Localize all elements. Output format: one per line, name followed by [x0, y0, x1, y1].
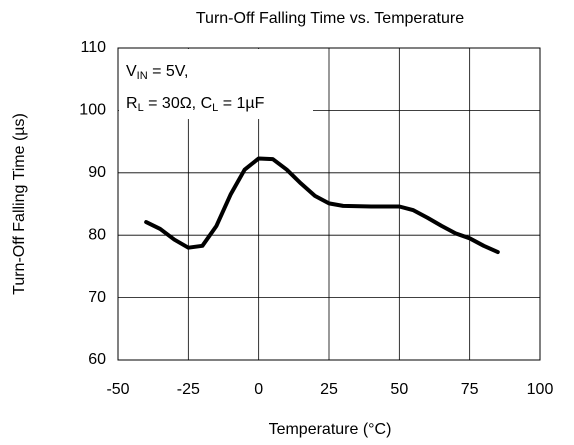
- annotation-text: = 30Ω, C: [144, 95, 212, 112]
- annotation-text: = 5V,: [148, 63, 189, 80]
- annotation-text: V: [126, 63, 137, 80]
- y-tick-label: 110: [80, 39, 106, 56]
- y-axis-label: Turn-Off Falling Time (µs): [11, 113, 28, 295]
- annotation-subscript: L: [138, 102, 144, 114]
- x-tick-label: 100: [527, 381, 554, 398]
- x-tick-label: 50: [390, 381, 408, 398]
- x-tick-label: 75: [461, 381, 479, 398]
- annotation-box: [119, 49, 313, 119]
- annotation-subscript: L: [212, 102, 218, 114]
- x-axis-label: Temperature (°C): [269, 421, 392, 438]
- data-line: [144, 156, 500, 255]
- annotation-text: = 1µF: [218, 95, 264, 112]
- annotation-text: R: [126, 95, 138, 112]
- y-tick-label: 60: [88, 351, 106, 368]
- y-tick-label: 90: [88, 164, 106, 181]
- x-tick-label: -50: [106, 381, 129, 398]
- annotation: RL = 30Ω, CL = 1µF: [126, 95, 265, 114]
- plot-frame: [117, 47, 541, 361]
- x-tick-label: -25: [177, 381, 200, 398]
- y-tick-label: 80: [88, 226, 106, 243]
- x-tick-label: 25: [320, 381, 338, 398]
- y-tick-label: 100: [79, 102, 106, 119]
- annotation: VIN = 5V,: [126, 63, 188, 82]
- chart-title: Turn-Off Falling Time vs. Temperature: [196, 10, 464, 27]
- x-tick-label: 0: [254, 381, 263, 398]
- y-tick-label: 70: [88, 289, 106, 306]
- annotation-subscript: IN: [137, 70, 148, 82]
